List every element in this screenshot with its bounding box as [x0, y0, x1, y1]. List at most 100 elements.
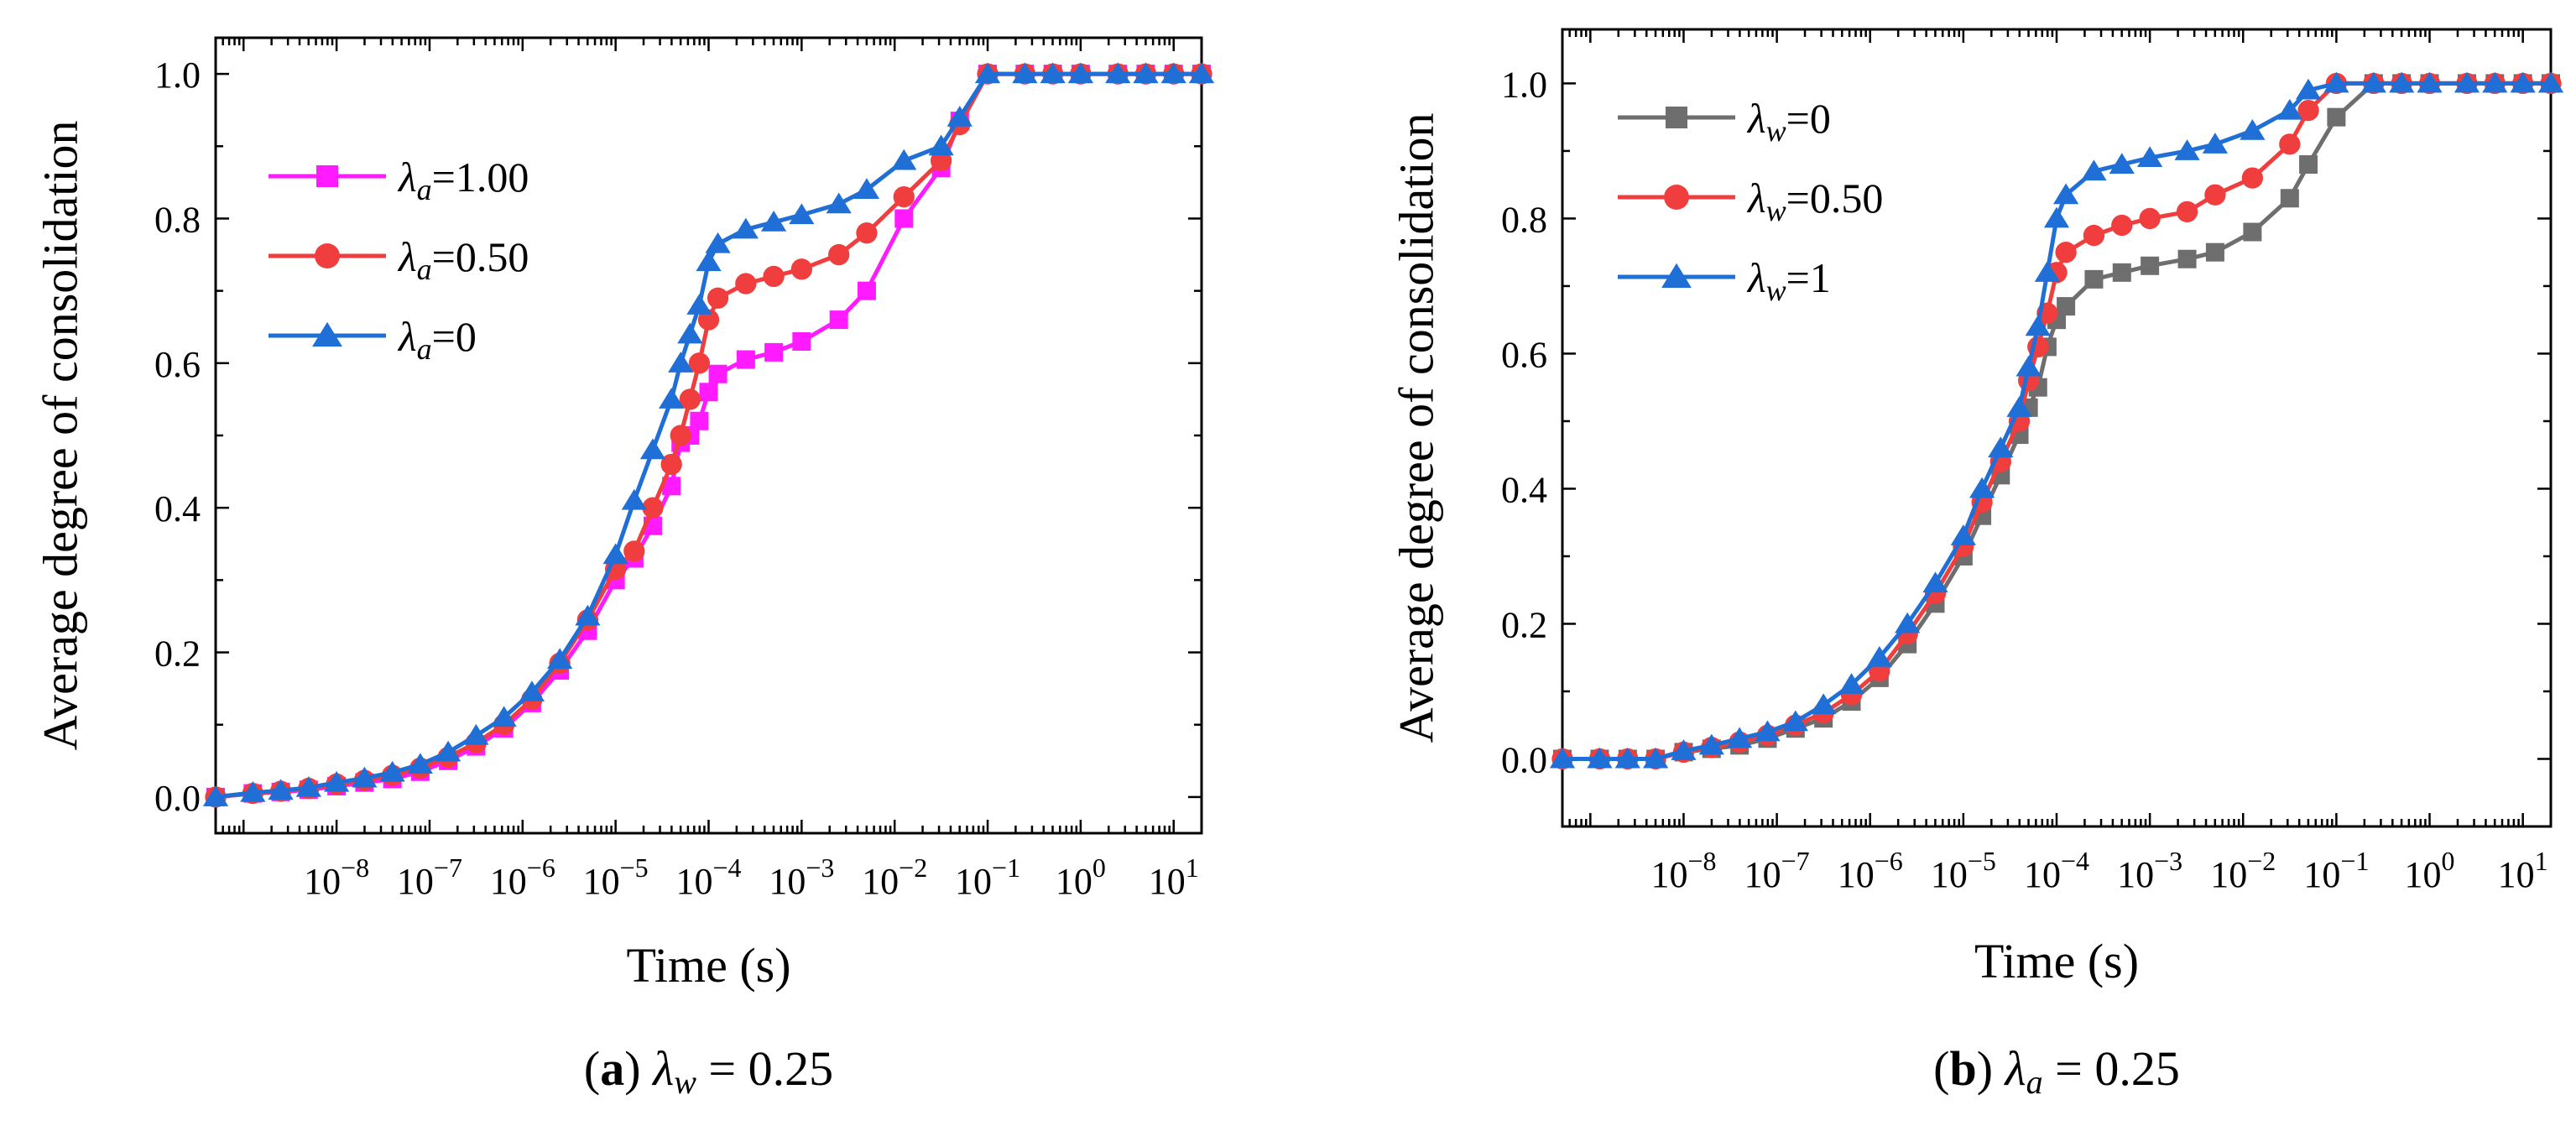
data-point [2537, 71, 2564, 93]
data-point [2205, 242, 2224, 262]
data-point [547, 648, 573, 670]
data-point [2417, 71, 2443, 93]
data-point [707, 287, 729, 309]
data-point [928, 134, 954, 156]
data-point [708, 364, 727, 383]
data-point [491, 706, 517, 727]
data-point [2174, 139, 2200, 160]
legend-label: λw=1 [1746, 254, 1831, 307]
plot-frame [214, 36, 1203, 835]
data-point [379, 760, 405, 782]
y-tick-label: 0.8 [1501, 199, 1547, 240]
x-tick-label: 10−1 [955, 852, 1020, 902]
data-point [677, 322, 703, 344]
panel-caption: (a) λw = 0.25 [584, 1041, 833, 1101]
data-point [2360, 71, 2386, 93]
data-point [2034, 261, 2061, 282]
data-point [789, 203, 815, 225]
data-point [2052, 183, 2079, 205]
y-tick-label: 0.2 [1501, 604, 1547, 645]
legend-label: λa=0.50 [397, 233, 529, 286]
x-tick-label: 10−8 [304, 852, 369, 902]
data-point [202, 785, 229, 806]
data-point [2327, 107, 2346, 127]
data-point [668, 352, 694, 373]
legend-marker [1666, 107, 1687, 128]
series-w-0 [1553, 74, 2560, 769]
data-point [735, 273, 757, 295]
data-point [268, 779, 294, 800]
legend-marker [315, 243, 340, 268]
data-point [2453, 71, 2480, 93]
x-tick-label: 10−2 [862, 852, 927, 902]
series-line [1562, 81, 2551, 761]
x-tick-label: 101 [1149, 852, 1199, 902]
data-point [2141, 256, 2160, 275]
data-point [2279, 133, 2301, 155]
data-point [659, 388, 685, 409]
legend-marker [1661, 263, 1692, 288]
y-tick-label: 1.0 [154, 55, 201, 96]
data-point [1969, 477, 1995, 498]
legend-entry: λw=0 [1618, 95, 1831, 148]
data-point [2240, 119, 2266, 140]
data-point [2323, 71, 2349, 93]
data-point [829, 310, 848, 330]
data-point [2055, 242, 2077, 263]
x-tick-label: 10−7 [397, 852, 462, 902]
data-point [2243, 222, 2262, 242]
data-point [435, 740, 461, 762]
data-point [733, 217, 759, 239]
series-line [1562, 81, 2551, 761]
data-point [323, 770, 350, 792]
data-point [407, 753, 433, 774]
x-tick-label: 10−5 [583, 852, 649, 902]
data-point [690, 411, 709, 430]
data-point [1643, 747, 1669, 769]
data-point [2025, 315, 2051, 336]
series-line [215, 71, 1202, 800]
data-point [696, 250, 722, 272]
data-point [2111, 214, 2133, 237]
x-tick-label: 100 [1056, 852, 1106, 902]
y-tick-label: 0.6 [154, 344, 201, 385]
x-tick-label: 10−8 [1650, 846, 1716, 895]
data-point [891, 149, 917, 170]
data-point [699, 383, 718, 402]
data-point [670, 425, 691, 446]
x-tick-label: 10−2 [2210, 846, 2276, 895]
data-point [2177, 249, 2197, 268]
series-w-2 [1549, 71, 2564, 769]
legend-label: λw=0 [1746, 95, 1831, 148]
data-point [1988, 436, 2014, 458]
data-point [2299, 155, 2318, 175]
data-point [790, 258, 812, 280]
y-axis-label: Average degree of consolidation [1390, 113, 1444, 743]
chart-b: 10−8 10−7 10−6 10−5 10−4 10−3 10−2 10−1 100 101 0.… [1390, 28, 2564, 1101]
data-point [679, 388, 701, 410]
legend-entry: λa=1.00 [269, 154, 529, 206]
y-tick-label: 0.6 [1501, 334, 1547, 375]
series-line [215, 71, 1202, 800]
series-line [1562, 81, 2551, 761]
data-point [1698, 733, 1724, 755]
data-point [1838, 673, 1864, 694]
y-tick-label: 0.0 [1501, 739, 1547, 780]
legend-label: λa=1.00 [397, 154, 529, 206]
data-point [2139, 207, 2161, 230]
data-point [639, 438, 666, 460]
y-tick-label: 0.4 [1501, 469, 1547, 510]
data-point [623, 540, 645, 562]
data-point [1614, 747, 1640, 769]
data-point [575, 604, 601, 626]
legend-label: λw=0.50 [1746, 175, 1883, 227]
plot-frame [1561, 28, 2553, 828]
x-tick-label: 100 [2405, 846, 2455, 895]
data-point [1040, 62, 1066, 84]
series-a-2 [202, 62, 1215, 806]
data-point [1133, 62, 1159, 84]
y-tick-label: 0.0 [154, 778, 201, 819]
data-point [1188, 62, 1215, 84]
data-point [2389, 71, 2415, 93]
